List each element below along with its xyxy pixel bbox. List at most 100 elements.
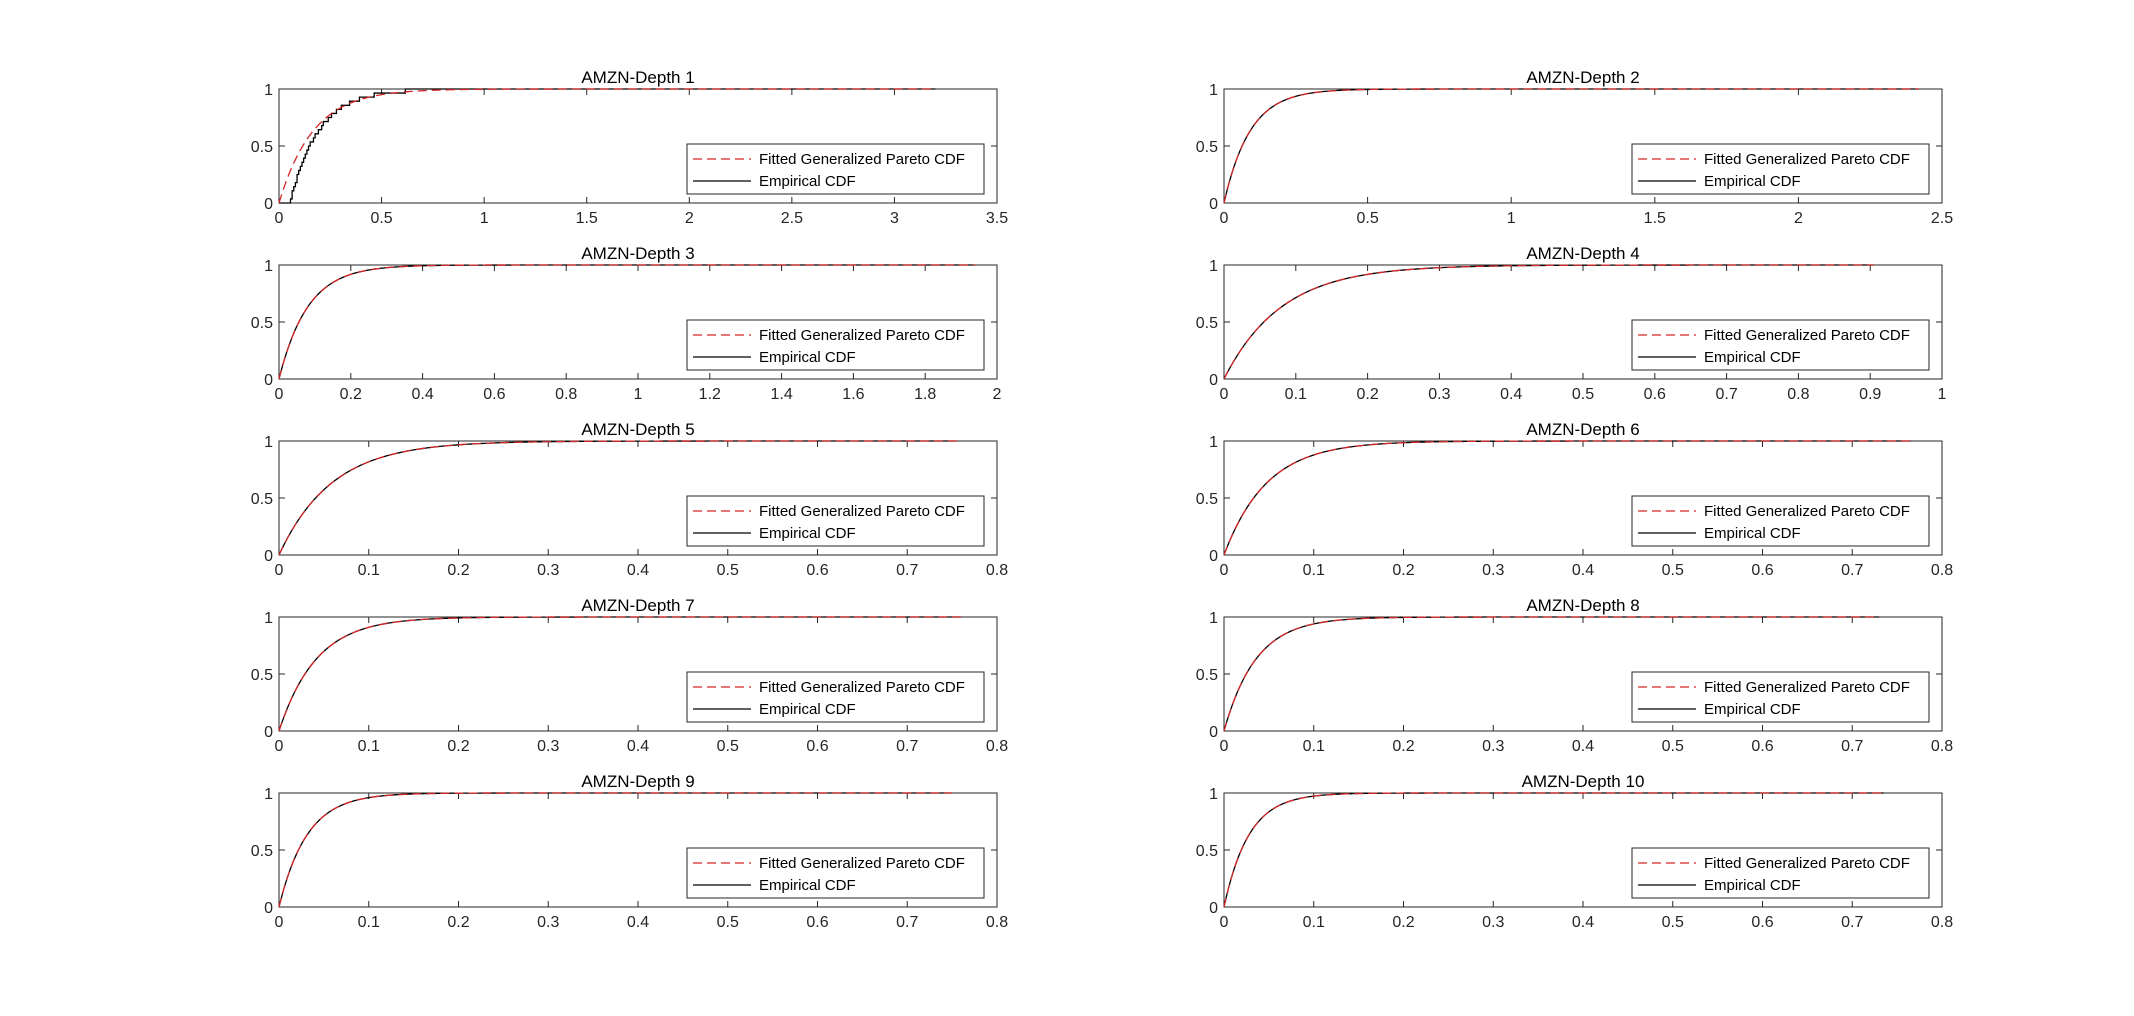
y-tick-label: 0.5 [1196,491,1218,508]
x-tick-label: 0.2 [447,562,469,579]
series-fitted-pareto-cdf-line [1223,264,1874,380]
x-tick-label: 0.7 [1715,386,1737,403]
chart-title: AMZN-Depth 1 [581,68,694,87]
x-tick-label: 2.5 [1931,210,1953,227]
x-tick-label: 1.8 [914,386,936,403]
chart-title: AMZN-Depth 7 [581,596,694,615]
x-tick-label: 2 [685,210,694,227]
legend: Fitted Generalized Pareto CDF Empirical C… [686,143,985,195]
x-tick-label: 0.5 [717,738,739,755]
x-tick-label: 0.6 [483,386,505,403]
x-tick-label: 1 [634,386,643,403]
legend-empirical-label: Empirical CDF [1704,349,1801,366]
x-tick-label: 2 [993,386,1002,403]
x-tick-label: 0.2 [1392,562,1414,579]
x-tick-label: 0 [1220,562,1229,579]
chart-title: AMZN-Depth 10 [1522,772,1645,791]
legend-empirical-label: Empirical CDF [1704,173,1801,190]
legend-fitted-label: Fitted Generalized Pareto CDF [1704,855,1910,872]
legend-box [1631,319,1930,371]
y-tick-label: 1 [264,786,273,803]
x-tick-label: 0.2 [447,738,469,755]
legend-fitted-label: Fitted Generalized Pareto CDF [759,503,965,520]
x-tick-label: 0.6 [806,562,828,579]
y-tick-label: 1 [1209,610,1218,627]
legend-box [1631,671,1930,723]
legend-box [686,671,985,723]
x-tick-label: 0.8 [1787,386,1809,403]
x-tick-label: 0.5 [1572,386,1594,403]
x-tick-label: 0.2 [340,386,362,403]
legend: Fitted Generalized Pareto CDF Empirical C… [1631,319,1930,371]
y-tick-label: 0.5 [251,667,273,684]
x-tick-label: 0.1 [358,562,380,579]
legend-empirical-label: Empirical CDF [759,701,856,718]
x-tick-label: 0.6 [1751,738,1773,755]
chart-title: AMZN-Depth 3 [581,244,694,263]
subplot-10: AMZN-Depth 10 0 0.1 0.2 0.3 0.4 0.5 0.6 0.7 0.8 0 0… [1196,772,1953,931]
x-tick-label: 0.4 [627,738,649,755]
x-tick-label: 0.1 [358,914,380,931]
x-tick-label: 0.7 [896,738,918,755]
x-tick-label: 1 [480,210,489,227]
x-tick-label: 0.2 [447,914,469,931]
x-tick-label: 0.1 [1285,386,1307,403]
y-tick-label: 1 [1209,82,1218,99]
x-tick-label: 0.1 [1303,738,1325,755]
x-tick-label: 0.7 [1841,562,1863,579]
x-tick-label: 0.3 [1482,562,1504,579]
legend: Fitted Generalized Pareto CDF Empirical C… [686,495,985,547]
legend-fitted-label: Fitted Generalized Pareto CDF [1704,151,1910,168]
legend-empirical-label: Empirical CDF [759,525,856,542]
x-tick-label: 1 [1938,386,1947,403]
series-fitted-pareto-cdf-line [1223,616,1880,732]
x-tick-label: 0.4 [627,562,649,579]
legend-fitted-label: Fitted Generalized Pareto CDF [759,679,965,696]
x-tick-label: 0.5 [1662,914,1684,931]
y-tick-label: 0 [264,548,273,565]
chart-title: AMZN-Depth 5 [581,420,694,439]
y-tick-label: 0.5 [251,139,273,156]
x-tick-label: 0.2 [1392,738,1414,755]
legend: Fitted Generalized Pareto CDF Empirical C… [1631,143,1930,195]
series-fitted-pareto-cdf-line [278,264,976,380]
x-tick-label: 0.3 [537,562,559,579]
x-tick-label: 1.5 [1644,210,1666,227]
y-tick-label: 1 [264,434,273,451]
x-tick-label: 0.6 [1644,386,1666,403]
y-tick-label: 0 [264,372,273,389]
subplot-8: AMZN-Depth 8 0 0.1 0.2 0.3 0.4 0.5 0.6 0.7 0.8 0 0.… [1196,596,1953,755]
legend: Fitted Generalized Pareto CDF Empirical C… [1631,671,1930,723]
x-tick-label: 0.3 [537,914,559,931]
x-tick-label: 0.9 [1859,386,1881,403]
x-tick-label: 0.4 [411,386,433,403]
y-tick-label: 1 [264,258,273,275]
x-tick-label: 0.8 [1931,738,1953,755]
y-tick-label: 0 [1209,900,1218,917]
x-tick-label: 0.7 [896,914,918,931]
x-tick-label: 3 [890,210,899,227]
x-tick-label: 0.7 [1841,738,1863,755]
x-tick-label: 0.3 [1482,738,1504,755]
x-tick-label: 0 [275,386,284,403]
x-tick-label: 1.5 [576,210,598,227]
y-tick-label: 1 [1209,434,1218,451]
subplot-3: AMZN-Depth 3 0 0.2 0.4 0.6 0.8 1 1.2 1.4 1.6 1.8 2 0… [251,244,1002,403]
legend: Fitted Generalized Pareto CDF Empirical C… [686,319,985,371]
legend-fitted-label: Fitted Generalized Pareto CDF [759,855,965,872]
legend-empirical-label: Empirical CDF [759,877,856,894]
y-tick-label: 0.5 [251,491,273,508]
x-tick-label: 0.6 [1751,562,1773,579]
x-tick-label: 0.5 [1662,562,1684,579]
subplot-9: AMZN-Depth 9 0 0.1 0.2 0.3 0.4 0.5 0.6 0.7 0.8 0 0.… [251,772,1008,931]
x-tick-label: 0.3 [1428,386,1450,403]
x-tick-label: 0.3 [1482,914,1504,931]
series-fitted-pareto-cdf-line [278,440,957,556]
x-tick-label: 0 [1220,210,1229,227]
legend-fitted-label: Fitted Generalized Pareto CDF [1704,503,1910,520]
x-tick-label: 3.5 [986,210,1008,227]
x-tick-label: 0.4 [1500,386,1522,403]
x-tick-label: 0.7 [896,562,918,579]
x-tick-label: 0.8 [555,386,577,403]
